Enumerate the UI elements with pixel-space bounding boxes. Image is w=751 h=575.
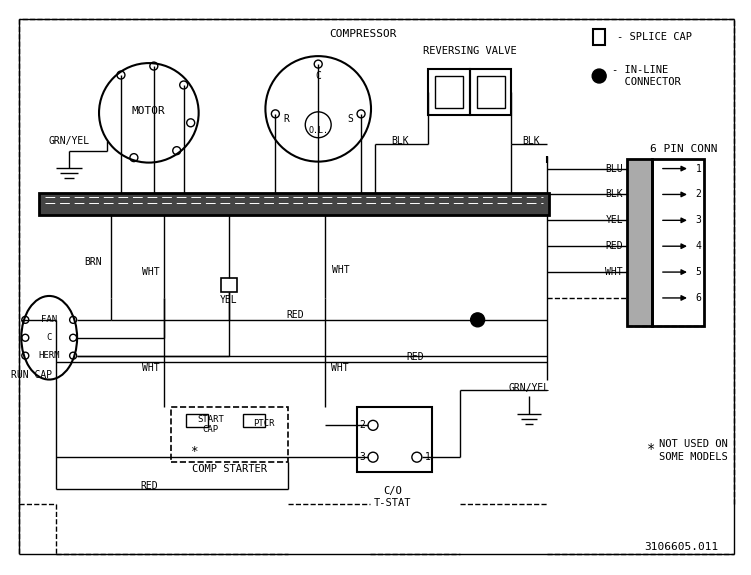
- Text: COMP STARTER: COMP STARTER: [192, 464, 267, 474]
- Text: R: R: [283, 114, 289, 124]
- Bar: [477, 76, 505, 108]
- Text: 5: 5: [696, 267, 701, 277]
- Bar: [435, 76, 463, 108]
- Text: *: *: [647, 442, 656, 456]
- Bar: [627, 159, 652, 326]
- Text: GRN/YEL: GRN/YEL: [509, 382, 550, 393]
- Text: 2: 2: [359, 420, 365, 430]
- Text: WHT: WHT: [142, 267, 160, 277]
- Bar: [469, 69, 511, 115]
- Text: BLU: BLU: [605, 163, 623, 174]
- Bar: [428, 69, 469, 115]
- Text: 4: 4: [696, 241, 701, 251]
- Text: 3: 3: [359, 452, 365, 462]
- Text: RED: RED: [286, 310, 304, 320]
- Text: WHT: WHT: [142, 363, 160, 373]
- Text: RED: RED: [605, 241, 623, 251]
- Text: REVERSING VALVE: REVERSING VALVE: [423, 46, 517, 56]
- Text: FAN: FAN: [41, 315, 57, 324]
- Text: COMPRESSOR: COMPRESSOR: [329, 29, 397, 39]
- Text: 1: 1: [696, 163, 701, 174]
- Text: BLK: BLK: [391, 136, 409, 145]
- Text: YEL: YEL: [605, 215, 623, 225]
- Text: RED: RED: [406, 352, 424, 362]
- Text: 3: 3: [696, 215, 701, 225]
- Bar: [243, 415, 265, 427]
- Bar: [652, 159, 704, 326]
- Text: C/O
T-STAT: C/O T-STAT: [374, 486, 412, 508]
- Text: RED: RED: [140, 481, 158, 491]
- Text: WHT: WHT: [605, 267, 623, 277]
- Bar: [593, 29, 605, 45]
- Text: S: S: [347, 114, 353, 124]
- Text: SOME MODELS: SOME MODELS: [659, 452, 728, 462]
- Text: 1: 1: [425, 452, 430, 462]
- Text: - SPLICE CAP: - SPLICE CAP: [617, 32, 692, 42]
- Bar: [170, 408, 288, 462]
- Text: PTCR: PTCR: [252, 419, 274, 428]
- Text: BLK: BLK: [605, 189, 623, 200]
- Text: *: *: [190, 444, 198, 458]
- Bar: [357, 408, 432, 472]
- Text: 6: 6: [696, 293, 701, 303]
- Text: BRN: BRN: [84, 257, 102, 267]
- Text: C: C: [47, 334, 52, 342]
- Text: MOTOR: MOTOR: [132, 106, 166, 116]
- Text: HERM: HERM: [38, 351, 60, 360]
- Circle shape: [471, 313, 484, 327]
- Text: GRN/YEL: GRN/YEL: [49, 136, 89, 145]
- Text: - IN-LINE
  CONNECTOR: - IN-LINE CONNECTOR: [612, 65, 681, 87]
- Text: RUN CAP: RUN CAP: [11, 370, 52, 380]
- Text: WHT: WHT: [331, 363, 349, 373]
- Text: CAP: CAP: [203, 425, 219, 434]
- Text: WHT: WHT: [332, 265, 350, 275]
- Text: START: START: [198, 415, 224, 424]
- Text: YEL: YEL: [220, 295, 237, 305]
- Circle shape: [593, 69, 606, 83]
- Text: 6 PIN CONN: 6 PIN CONN: [650, 144, 718, 154]
- Text: O.L.: O.L.: [308, 126, 328, 135]
- Text: C: C: [315, 71, 321, 81]
- Bar: [39, 193, 549, 216]
- Text: NOT USED ON: NOT USED ON: [659, 439, 728, 449]
- Text: 2: 2: [696, 189, 701, 200]
- Bar: [221, 278, 237, 292]
- Text: 3106605.011: 3106605.011: [644, 542, 719, 552]
- Bar: [185, 415, 207, 427]
- Text: BLK: BLK: [523, 136, 540, 145]
